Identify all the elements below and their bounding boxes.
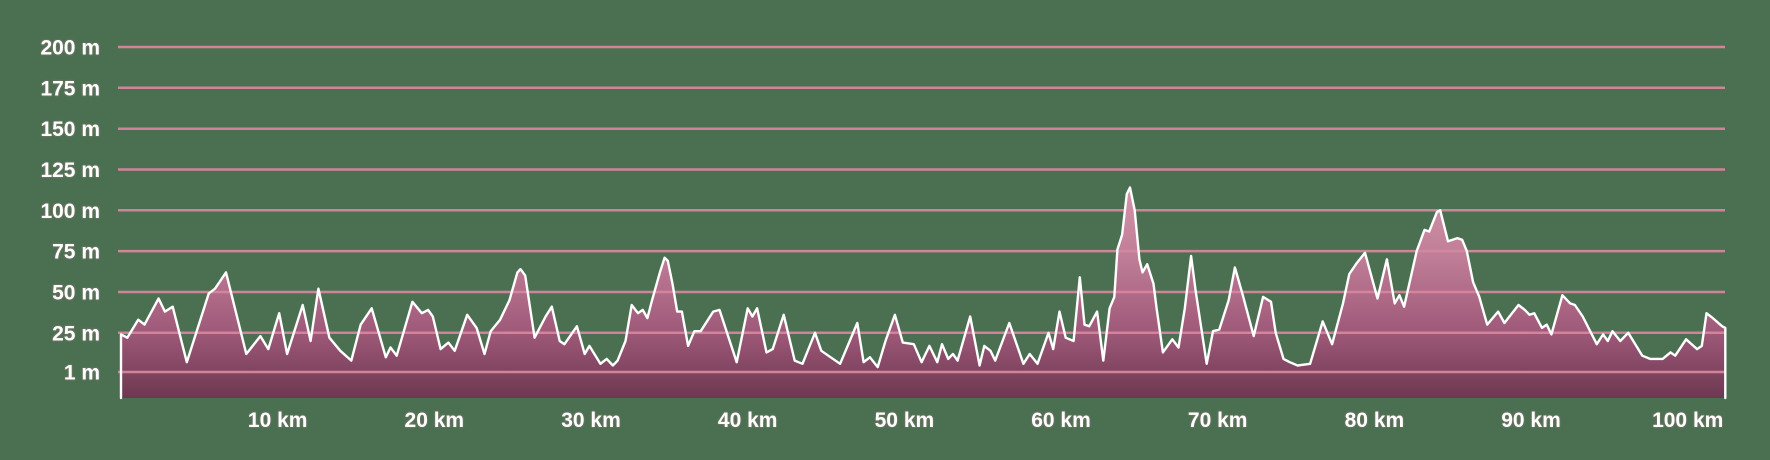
- y-axis-label-1m: 1 m: [64, 362, 100, 385]
- x-axis-label-50km: 50 km: [875, 409, 935, 432]
- x-axis-labels: 10 km 20 km 30 km 40 km 50 km 60 km 70 km 80 km…: [248, 409, 1723, 432]
- y-axis-label-150m: 150 m: [40, 118, 100, 141]
- x-axis-label-40km: 40 km: [718, 409, 778, 432]
- x-axis-label-30km: 30 km: [561, 409, 621, 432]
- x-axis-label-100km: 100 km: [1652, 409, 1723, 432]
- elevation-area: [121, 187, 1726, 398]
- x-axis-label-70km: 70 km: [1188, 409, 1248, 432]
- y-axis-label-100m: 100 m: [40, 200, 100, 223]
- elevation-outline: [119, 186, 1727, 400]
- x-axis-label-90km: 90 km: [1501, 409, 1561, 432]
- y-axis-label-125m: 125 m: [40, 159, 100, 182]
- y-axis-label-200m: 200 m: [40, 37, 100, 60]
- y-axis-label-50m: 50 m: [52, 282, 100, 305]
- x-axis-label-80km: 80 km: [1345, 409, 1405, 432]
- y-axis-label-25m: 25 m: [52, 322, 100, 345]
- y-axis-label-75m: 75 m: [52, 241, 100, 264]
- y-axis-label-175m: 175 m: [40, 77, 100, 100]
- y-axis-labels: 200 m 175 m 150 m 125 m 100 m 75 m 50 m 25 m 1 m: [40, 37, 100, 385]
- x-axis-label-10km: 10 km: [248, 409, 308, 432]
- gridlines: [118, 45, 1725, 374]
- x-axis-label-60km: 60 km: [1031, 409, 1091, 432]
- x-axis-label-20km: 20 km: [405, 409, 465, 432]
